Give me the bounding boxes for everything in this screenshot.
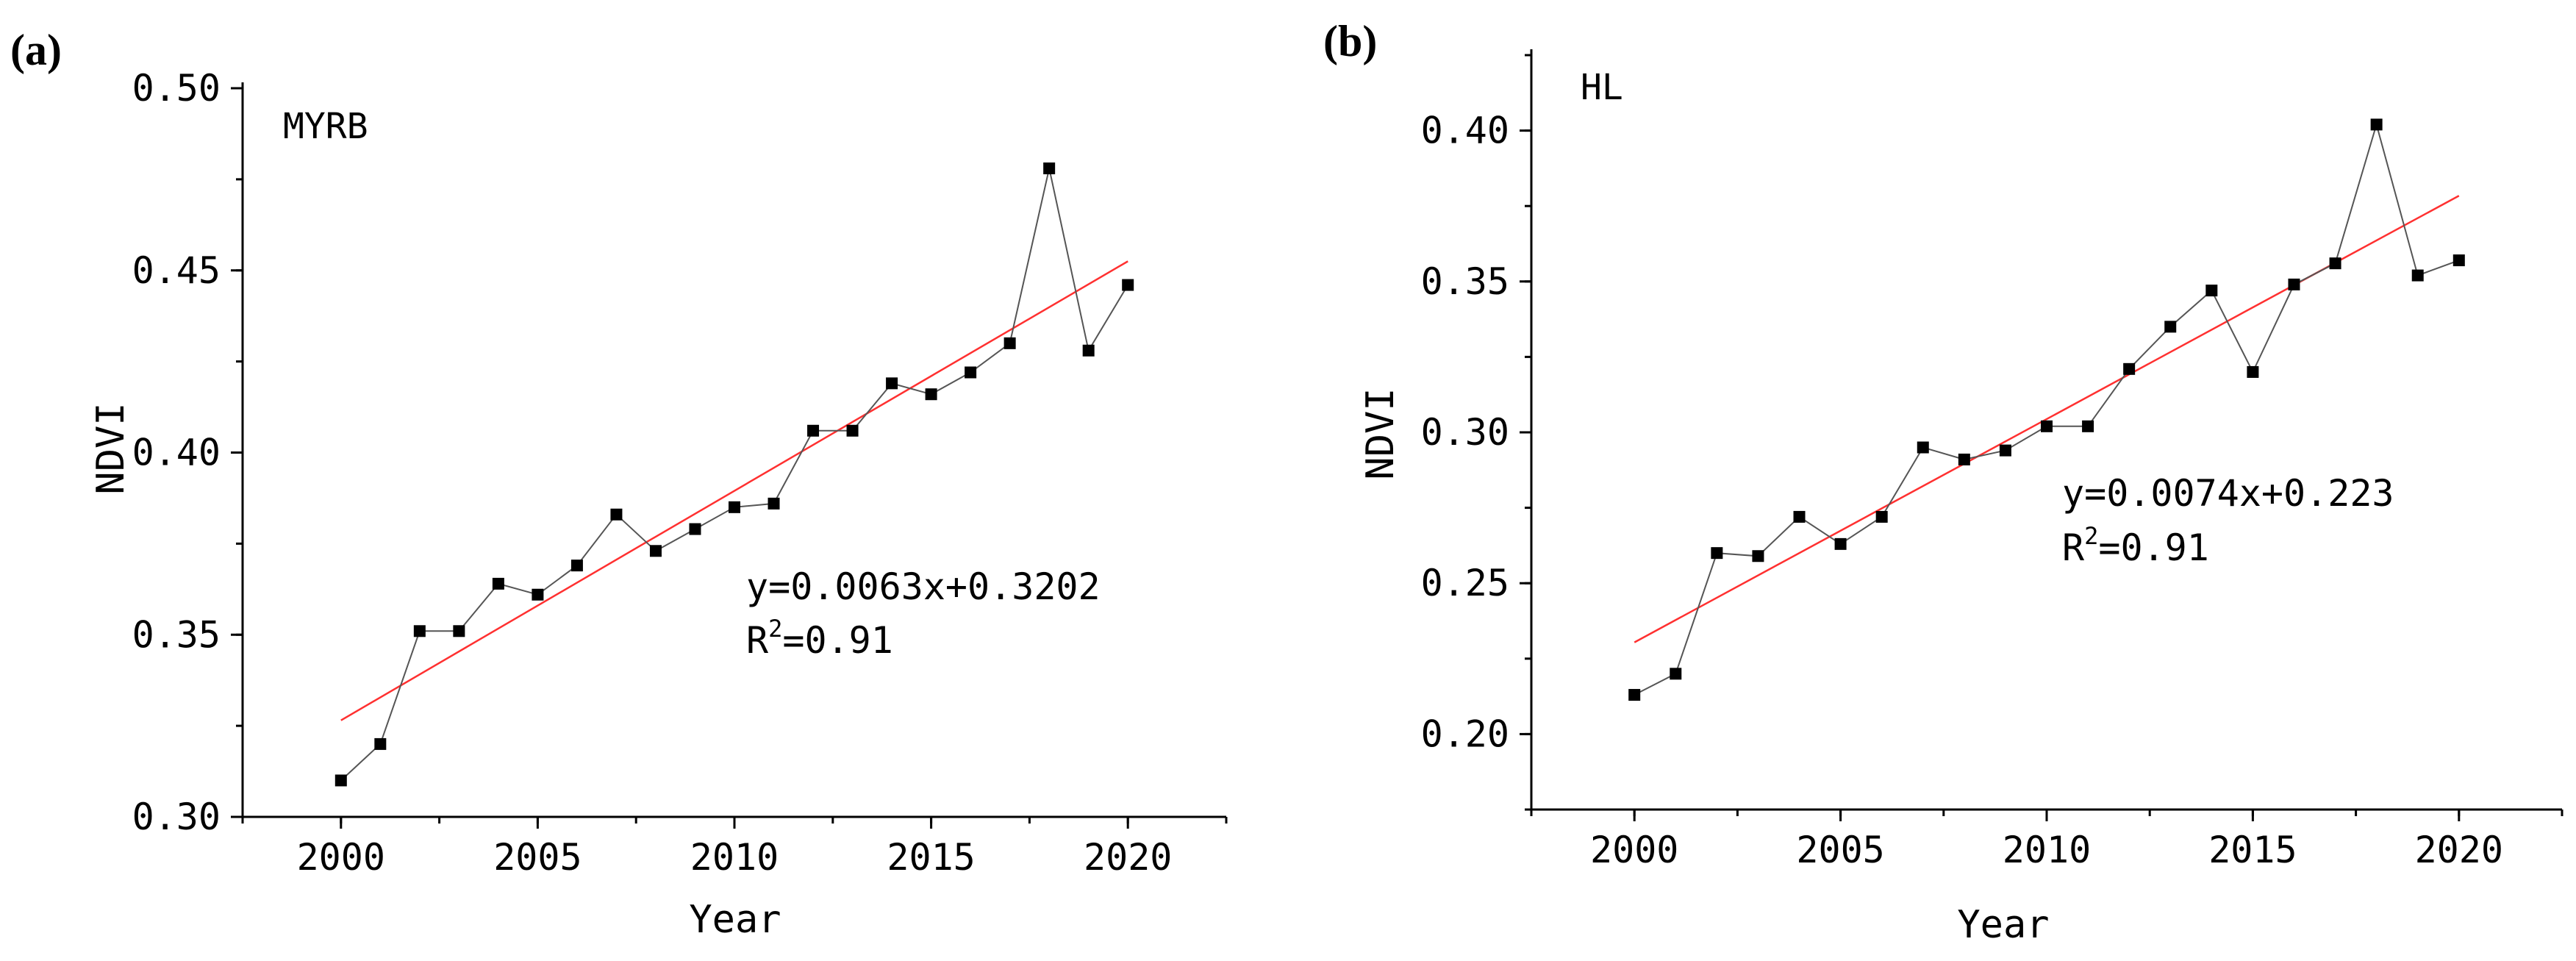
data-point (649, 545, 662, 557)
data-point (1752, 550, 1764, 562)
data-point (729, 501, 740, 513)
x-tick-label: 2020 (2415, 829, 2503, 871)
data-point (1999, 444, 2011, 457)
data-point (846, 424, 859, 437)
y-tick-label: 0.20 (1421, 712, 1509, 755)
y-tick-label: 0.45 (132, 249, 221, 292)
data-point (1711, 547, 1723, 560)
x-tick-label: 2000 (297, 836, 385, 879)
data-point (453, 625, 465, 637)
x-tick-label: 2010 (2003, 829, 2091, 871)
data-point (1122, 279, 1134, 291)
y-axis-title: NDVI (89, 402, 133, 494)
chart-panel-b: (b) HL 0.20 0.25 0.30 0.35 0.40 2000 2005 2010 2… (1323, 17, 2564, 947)
y-tick-label: 0.40 (132, 432, 221, 474)
ndvi-series (334, 162, 1134, 787)
axes: 0.30 0.35 0.40 0.45 0.50 2000 2005 2010 2015 2020 (132, 67, 1228, 879)
data-point (965, 366, 977, 379)
data-point (1793, 510, 1806, 523)
r-squared-symbol: R (2062, 526, 2085, 569)
trend-line (340, 260, 1128, 721)
data-point (2288, 278, 2300, 290)
data-point (1958, 453, 1970, 465)
data-point (2123, 362, 2136, 375)
data-point (374, 737, 387, 750)
x-axis-title: Year (1957, 903, 2049, 947)
r-squared: R2=0.91 (2062, 522, 2209, 569)
trend-equation: y=0.0074x+0.223 (2062, 472, 2394, 515)
data-point (1043, 162, 1056, 175)
data-point (492, 577, 504, 590)
trend-equation: y=0.0063x+0.3202 (746, 565, 1101, 608)
data-point (2247, 365, 2259, 378)
data-point (1917, 441, 1929, 454)
data-point (1628, 689, 1641, 701)
panel-label: (a) (10, 26, 62, 74)
y-tick-label: 0.50 (132, 67, 221, 110)
panel-label: (b) (1323, 17, 1377, 65)
x-tick-label: 2010 (690, 836, 779, 879)
data-point (807, 424, 820, 437)
series-line (340, 168, 1129, 782)
r-squared-value: =0.91 (782, 619, 893, 662)
data-point (2329, 257, 2341, 270)
data-point (1670, 668, 1682, 680)
x-tick-label: 2015 (887, 836, 975, 879)
region-label: MYRB (283, 106, 368, 147)
data-point (413, 625, 426, 637)
r-squared-value: =0.91 (2098, 526, 2209, 569)
data-point (1834, 537, 1847, 550)
data-point (2205, 285, 2218, 297)
x-axis-title: Year (689, 898, 781, 942)
data-point (1003, 337, 1016, 349)
data-point (2370, 118, 2383, 131)
y-axis-title: NDVI (1359, 387, 1403, 479)
data-point (1082, 344, 1095, 357)
x-tick-label: 2005 (493, 836, 582, 879)
y-tick-label: 0.30 (1421, 411, 1509, 454)
data-point (610, 508, 623, 521)
y-tick-label: 0.25 (1421, 562, 1509, 604)
ndvi-series (1628, 118, 2465, 701)
x-tick-label: 2000 (1590, 829, 1678, 871)
axes: 0.20 0.25 0.30 0.35 0.40 2000 2005 2010 2015 2020 (1421, 49, 2564, 871)
y-tick-label: 0.35 (1421, 260, 1509, 303)
data-point (570, 560, 583, 572)
y-tick-label: 0.40 (1421, 110, 1509, 152)
y-tick-label: 0.30 (132, 796, 221, 838)
r-squared-superscript: 2 (2084, 522, 2098, 550)
region-label: HL (1581, 67, 1623, 108)
x-tick-label: 2020 (1084, 836, 1172, 879)
data-point (1875, 510, 1888, 523)
x-tick-label: 2015 (2208, 829, 2297, 871)
data-point (2041, 420, 2053, 432)
y-tick-label: 0.35 (132, 613, 221, 656)
data-point (532, 588, 544, 601)
data-point (689, 523, 701, 535)
data-point (768, 497, 780, 510)
r-squared-symbol: R (746, 619, 769, 662)
trend-series (340, 260, 1128, 721)
data-point (886, 377, 898, 390)
data-point (2411, 269, 2424, 282)
r-squared: R2=0.91 (746, 615, 893, 662)
chart-panel-a: (a) MYRB 0.30 0.35 0.40 0.45 0.50 2000 2005 201… (10, 26, 1228, 942)
data-point (925, 388, 937, 401)
data-point (334, 774, 347, 787)
data-point (2452, 254, 2465, 267)
series-line (1634, 121, 2460, 696)
x-tick-label: 2005 (1796, 829, 1884, 871)
r-squared-superscript: 2 (768, 615, 782, 643)
data-point (2082, 420, 2094, 432)
data-point (2164, 321, 2177, 333)
